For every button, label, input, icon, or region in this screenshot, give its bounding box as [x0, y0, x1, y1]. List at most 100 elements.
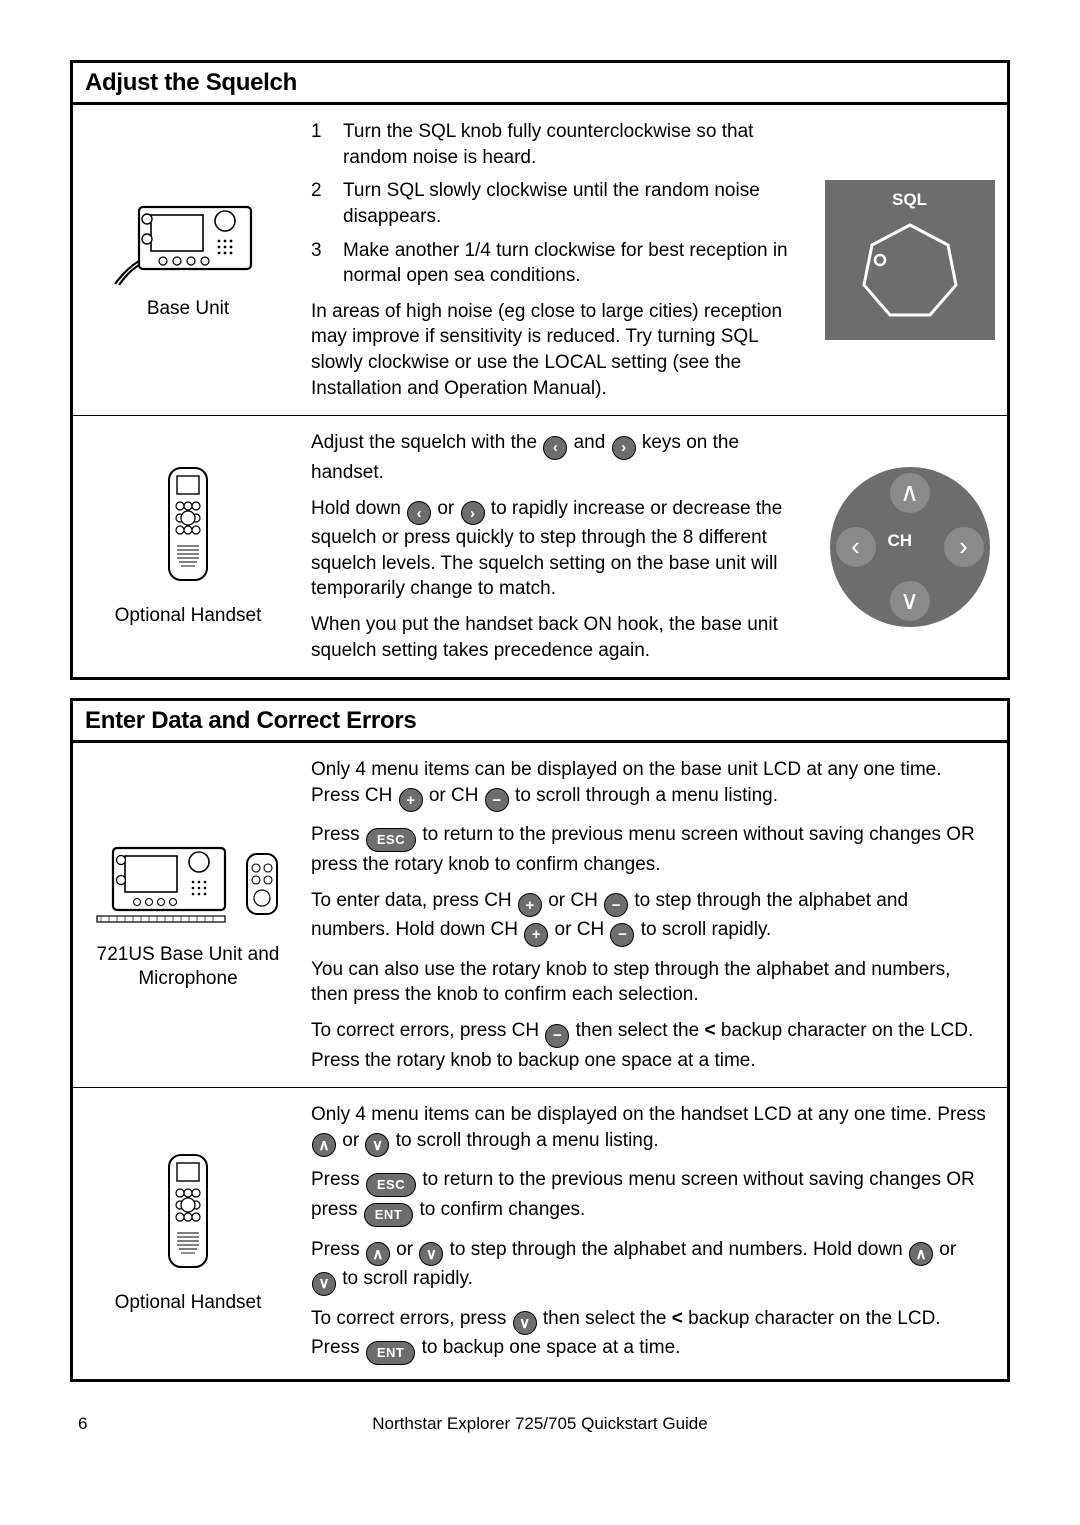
- handset-icon: [153, 1153, 223, 1283]
- para: Only 4 menu items can be displayed on th…: [311, 757, 987, 812]
- minus-icon: −: [485, 788, 509, 812]
- para: To enter data, press CH + or CH − to ste…: [311, 888, 987, 947]
- para: Only 4 menu items can be displayed on th…: [311, 1102, 987, 1157]
- nav-center-label: CH: [888, 531, 913, 551]
- row-handset-2: Optional Handset Only 4 menu items can b…: [73, 1088, 1007, 1379]
- device-caption: Optional Handset: [115, 604, 262, 628]
- text-run: to scroll through a menu listing.: [390, 1130, 658, 1151]
- plus-icon: +: [524, 923, 548, 947]
- text-run: or CH: [549, 919, 609, 940]
- sql-knob-graphic: SQL: [825, 180, 995, 340]
- sql-label: SQL: [825, 190, 995, 210]
- para: Press ∧ or ∨ to step through the alphabe…: [311, 1237, 987, 1296]
- row-handset: Optional Handset Adjust the squelch with…: [73, 416, 1007, 677]
- down-arrow-icon: ∨: [312, 1272, 336, 1296]
- text-run: to step through the alphabet and numbers…: [444, 1239, 908, 1260]
- text-run: Hold down: [311, 498, 406, 519]
- page-number: 6: [78, 1414, 138, 1434]
- footer-title: Northstar Explorer 725/705 Quickstart Gu…: [138, 1414, 942, 1434]
- instruction-cell: Only 4 menu items can be displayed on th…: [303, 743, 1007, 1087]
- text-run: and: [568, 432, 610, 453]
- para: Press ESC to return to the previous menu…: [311, 1167, 987, 1227]
- graphic-cell: SQL: [812, 105, 1007, 415]
- nav-down-icon: ∨: [890, 581, 930, 621]
- text-run: to backup one space at a time.: [416, 1337, 680, 1358]
- text-run: then select the: [570, 1020, 704, 1041]
- text-run: To enter data, press CH: [311, 890, 517, 911]
- footer: 6 Northstar Explorer 725/705 Quickstart …: [70, 1400, 1010, 1434]
- footer-spacer: [942, 1414, 1002, 1434]
- down-arrow-icon: ∨: [365, 1133, 389, 1157]
- right-arrow-icon: ›: [612, 436, 636, 460]
- section-enter-data: Enter Data and Correct Errors: [70, 698, 1010, 1382]
- device-caption: 721US Base Unit and Microphone: [83, 943, 293, 991]
- text-run: to scroll rapidly.: [635, 919, 771, 940]
- text-run: or: [391, 1239, 418, 1260]
- section-adjust-squelch: Adjust the Squelch Base: [70, 60, 1010, 680]
- text-run: Adjust the squelch with the: [311, 432, 542, 453]
- row-base-mic: 721US Base Unit and Microphone Only 4 me…: [73, 743, 1007, 1088]
- step-item: Turn the SQL knob fully counterclockwise…: [311, 119, 798, 170]
- note-text: In areas of high noise (eg close to larg…: [311, 299, 798, 402]
- para: Press ESC to return to the previous menu…: [311, 822, 987, 877]
- text-run: or CH: [424, 785, 484, 806]
- minus-icon: −: [610, 923, 634, 947]
- plus-icon: +: [518, 893, 542, 917]
- step-text: Turn SQL slowly clockwise until the rand…: [343, 178, 798, 229]
- text-run: To correct errors, press: [311, 1308, 512, 1329]
- base-unit-icon: [111, 199, 266, 289]
- para: To correct errors, press CH − then selec…: [311, 1018, 987, 1073]
- nav-up-icon: ∧: [890, 473, 930, 513]
- section-title: Adjust the Squelch: [73, 63, 1007, 105]
- step-item: Make another 1/4 turn clockwise for best…: [311, 238, 798, 289]
- plus-icon: +: [399, 788, 423, 812]
- minus-icon: −: [604, 893, 628, 917]
- para: Adjust the squelch with the ‹ and › keys…: [311, 430, 798, 485]
- up-arrow-icon: ∧: [366, 1242, 390, 1266]
- down-arrow-icon: ∨: [513, 1311, 537, 1335]
- left-arrow-icon: ‹: [407, 501, 431, 525]
- text-run: Only 4 menu items can be displayed on th…: [311, 1104, 986, 1125]
- graphic-cell: ∧ ∨ ‹ › CH: [812, 416, 1007, 677]
- esc-key-icon: ESC: [366, 828, 416, 852]
- device-caption: Base Unit: [147, 297, 229, 321]
- device-cell: Base Unit: [73, 105, 303, 415]
- less-than-char: <: [672, 1308, 683, 1329]
- text-run: or: [337, 1130, 364, 1151]
- para: Hold down ‹ or › to rapidly increase or …: [311, 496, 798, 602]
- right-arrow-icon: ›: [461, 501, 485, 525]
- section-title: Enter Data and Correct Errors: [73, 701, 1007, 743]
- step-text: Make another 1/4 turn clockwise for best…: [343, 238, 798, 289]
- nav-pad-graphic: ∧ ∨ ‹ › CH: [830, 467, 990, 627]
- ent-key-icon: ENT: [364, 1203, 414, 1227]
- instruction-cell: Only 4 menu items can be displayed on th…: [303, 1088, 1007, 1379]
- page: Adjust the Squelch Base: [0, 0, 1080, 1464]
- device-cell: Optional Handset: [73, 416, 303, 677]
- base-unit-mic-icon: [93, 840, 283, 935]
- ent-key-icon: ENT: [366, 1341, 416, 1365]
- text-run: Press: [311, 824, 365, 845]
- instruction-cell: Turn the SQL knob fully counterclockwise…: [303, 105, 812, 415]
- text-run: or CH: [543, 890, 603, 911]
- steps-list: Turn the SQL knob fully counterclockwise…: [311, 119, 798, 289]
- up-arrow-icon: ∧: [312, 1133, 336, 1157]
- text-run: to confirm changes.: [414, 1199, 585, 1220]
- device-caption: Optional Handset: [115, 1291, 262, 1315]
- less-than-char: <: [704, 1020, 715, 1041]
- step-text: Turn the SQL knob fully counterclockwise…: [343, 119, 798, 170]
- esc-key-icon: ESC: [366, 1173, 416, 1197]
- para: When you put the handset back ON hook, t…: [311, 612, 798, 663]
- para: You can also use the rotary knob to step…: [311, 957, 987, 1008]
- handset-icon: [153, 466, 223, 596]
- left-arrow-icon: ‹: [543, 436, 567, 460]
- nav-left-icon: ‹: [836, 527, 876, 567]
- text-run: Press: [311, 1239, 365, 1260]
- down-arrow-icon: ∨: [419, 1242, 443, 1266]
- device-cell: 721US Base Unit and Microphone: [73, 743, 303, 1087]
- step-item: Turn SQL slowly clockwise until the rand…: [311, 178, 798, 229]
- text-run: to scroll rapidly.: [337, 1268, 473, 1289]
- minus-icon: −: [545, 1024, 569, 1048]
- nav-right-icon: ›: [944, 527, 984, 567]
- text-run: then select the: [538, 1308, 672, 1329]
- instruction-cell: Adjust the squelch with the ‹ and › keys…: [303, 416, 812, 677]
